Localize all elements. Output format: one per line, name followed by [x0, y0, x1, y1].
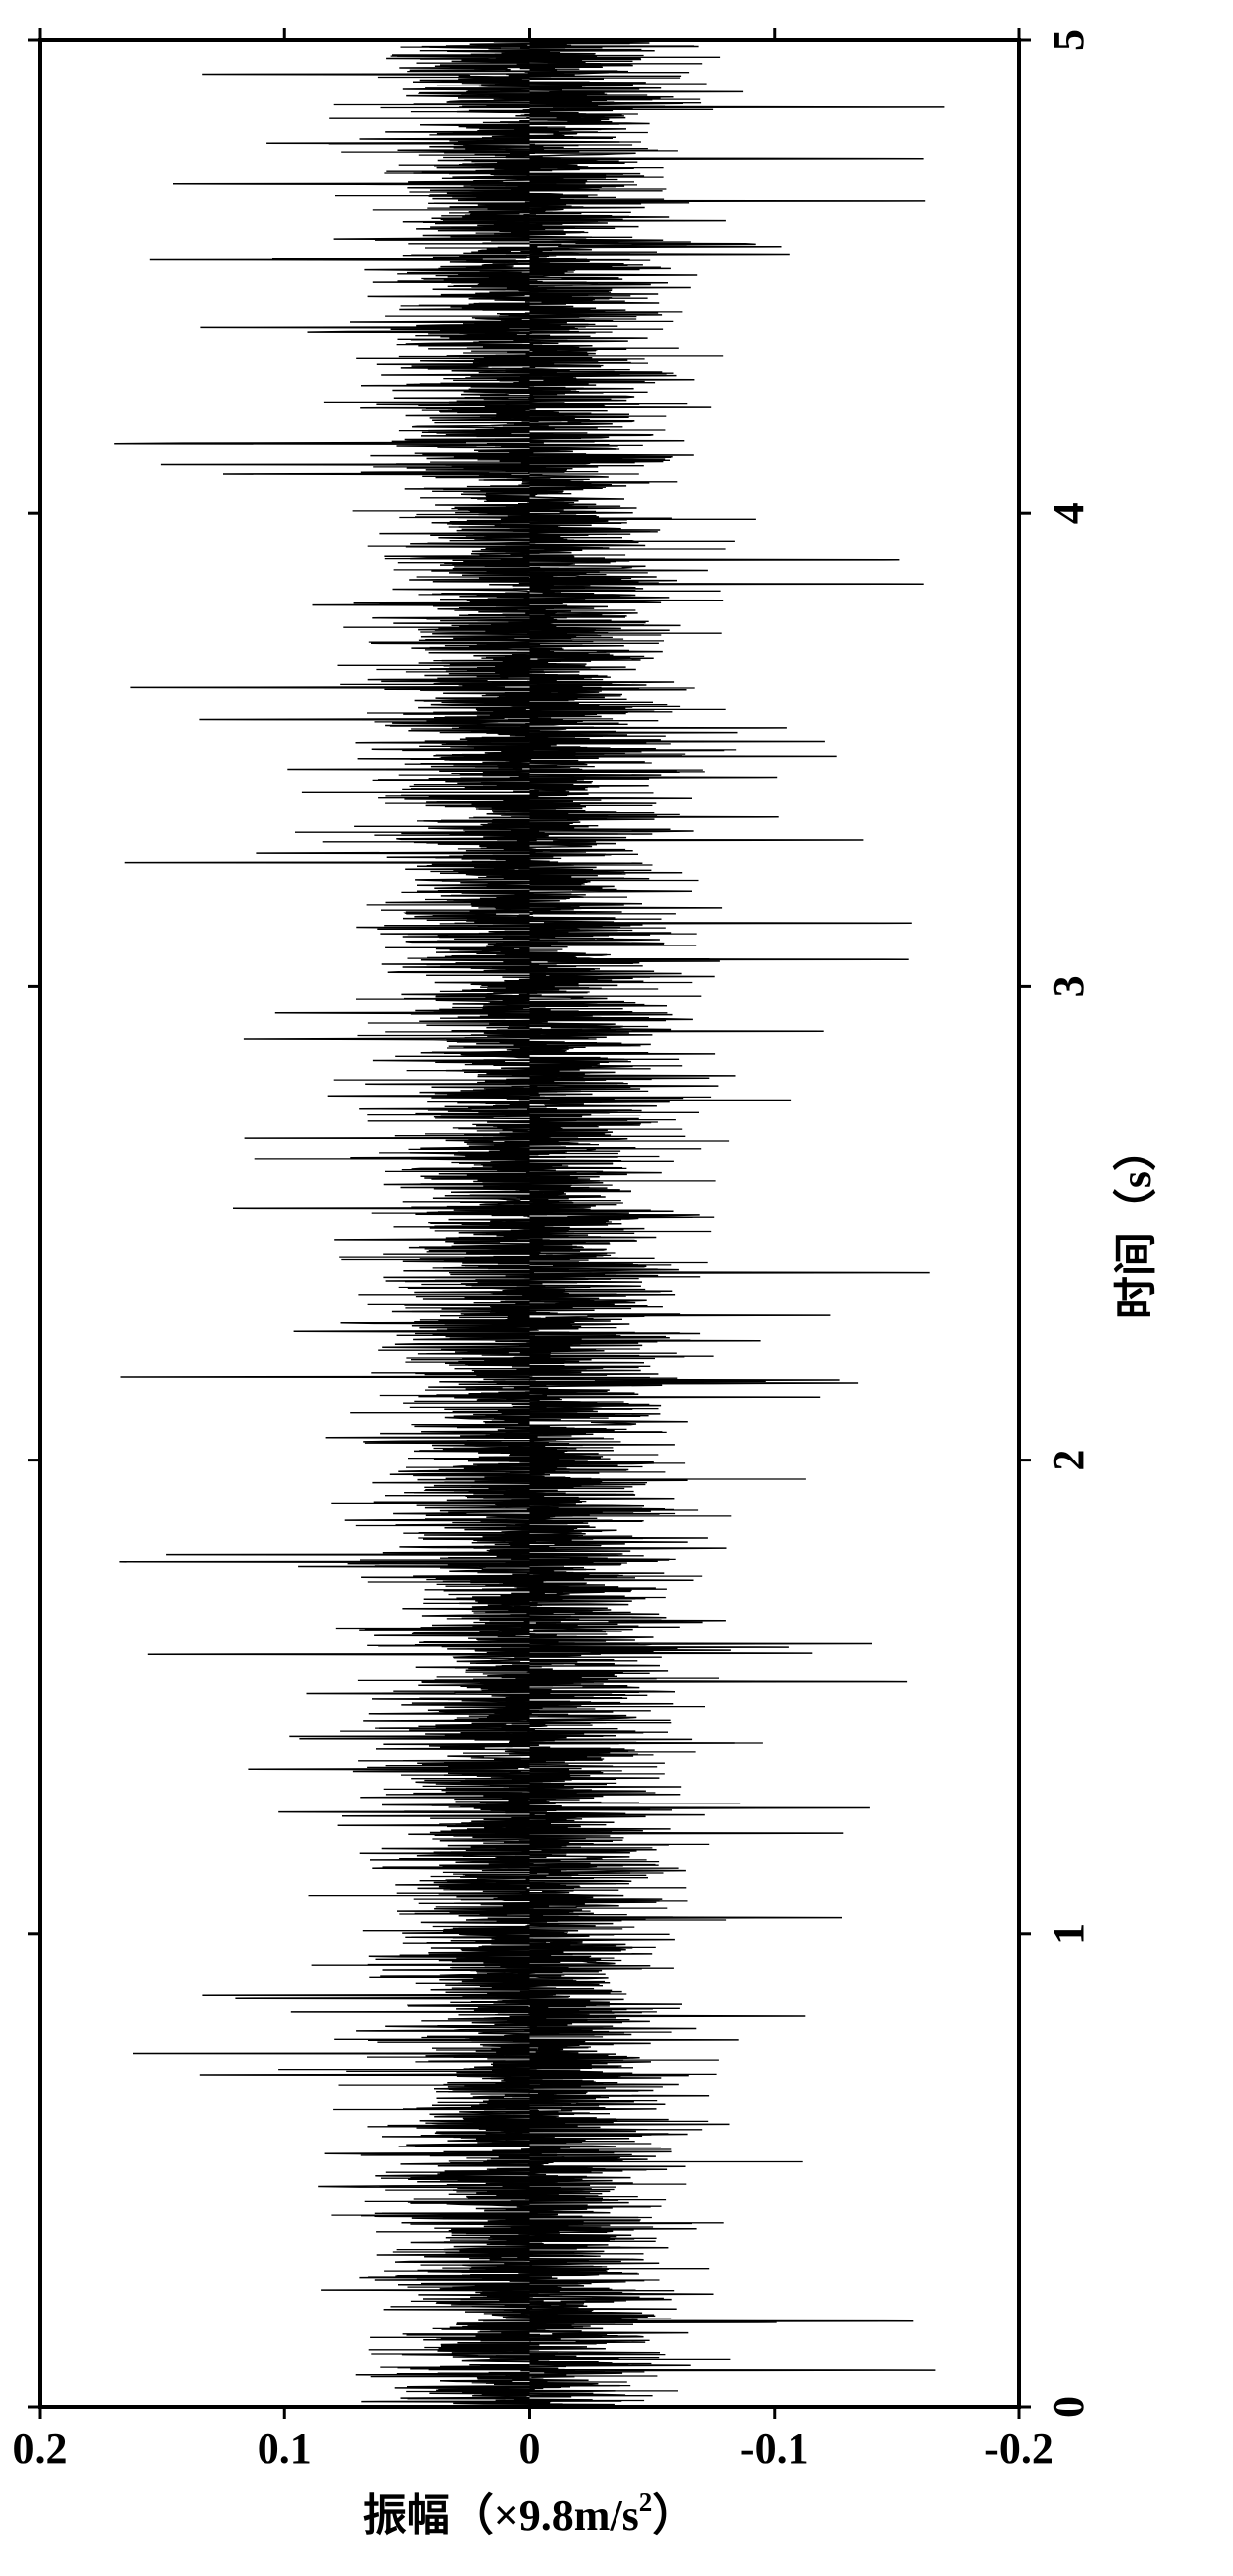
svg-text:3: 3	[1044, 975, 1093, 997]
y-axis-label: 振幅（×9.8m/s2）	[363, 2488, 697, 2540]
svg-text:5: 5	[1044, 29, 1093, 51]
svg-text:0.1: 0.1	[258, 2424, 312, 2473]
svg-text:2: 2	[1044, 1450, 1093, 1471]
x-axis-label: 时间（s）	[1112, 1127, 1160, 1319]
signal-waveform-chart: 0 1 2 3 4 5 -0.2 -0.1 0 0.1 0.2 时间（s） 振幅（×9.8m/s2）	[0, 0, 1233, 2571]
svg-text:-0.1: -0.1	[740, 2424, 809, 2473]
svg-text:0: 0	[1044, 2396, 1093, 2418]
svg-text:-0.2: -0.2	[984, 2424, 1054, 2473]
svg-text:4: 4	[1044, 502, 1093, 524]
svg-text:0: 0	[519, 2424, 541, 2473]
svg-text:1: 1	[1044, 1923, 1093, 1945]
svg-text:0.2: 0.2	[13, 2424, 68, 2473]
